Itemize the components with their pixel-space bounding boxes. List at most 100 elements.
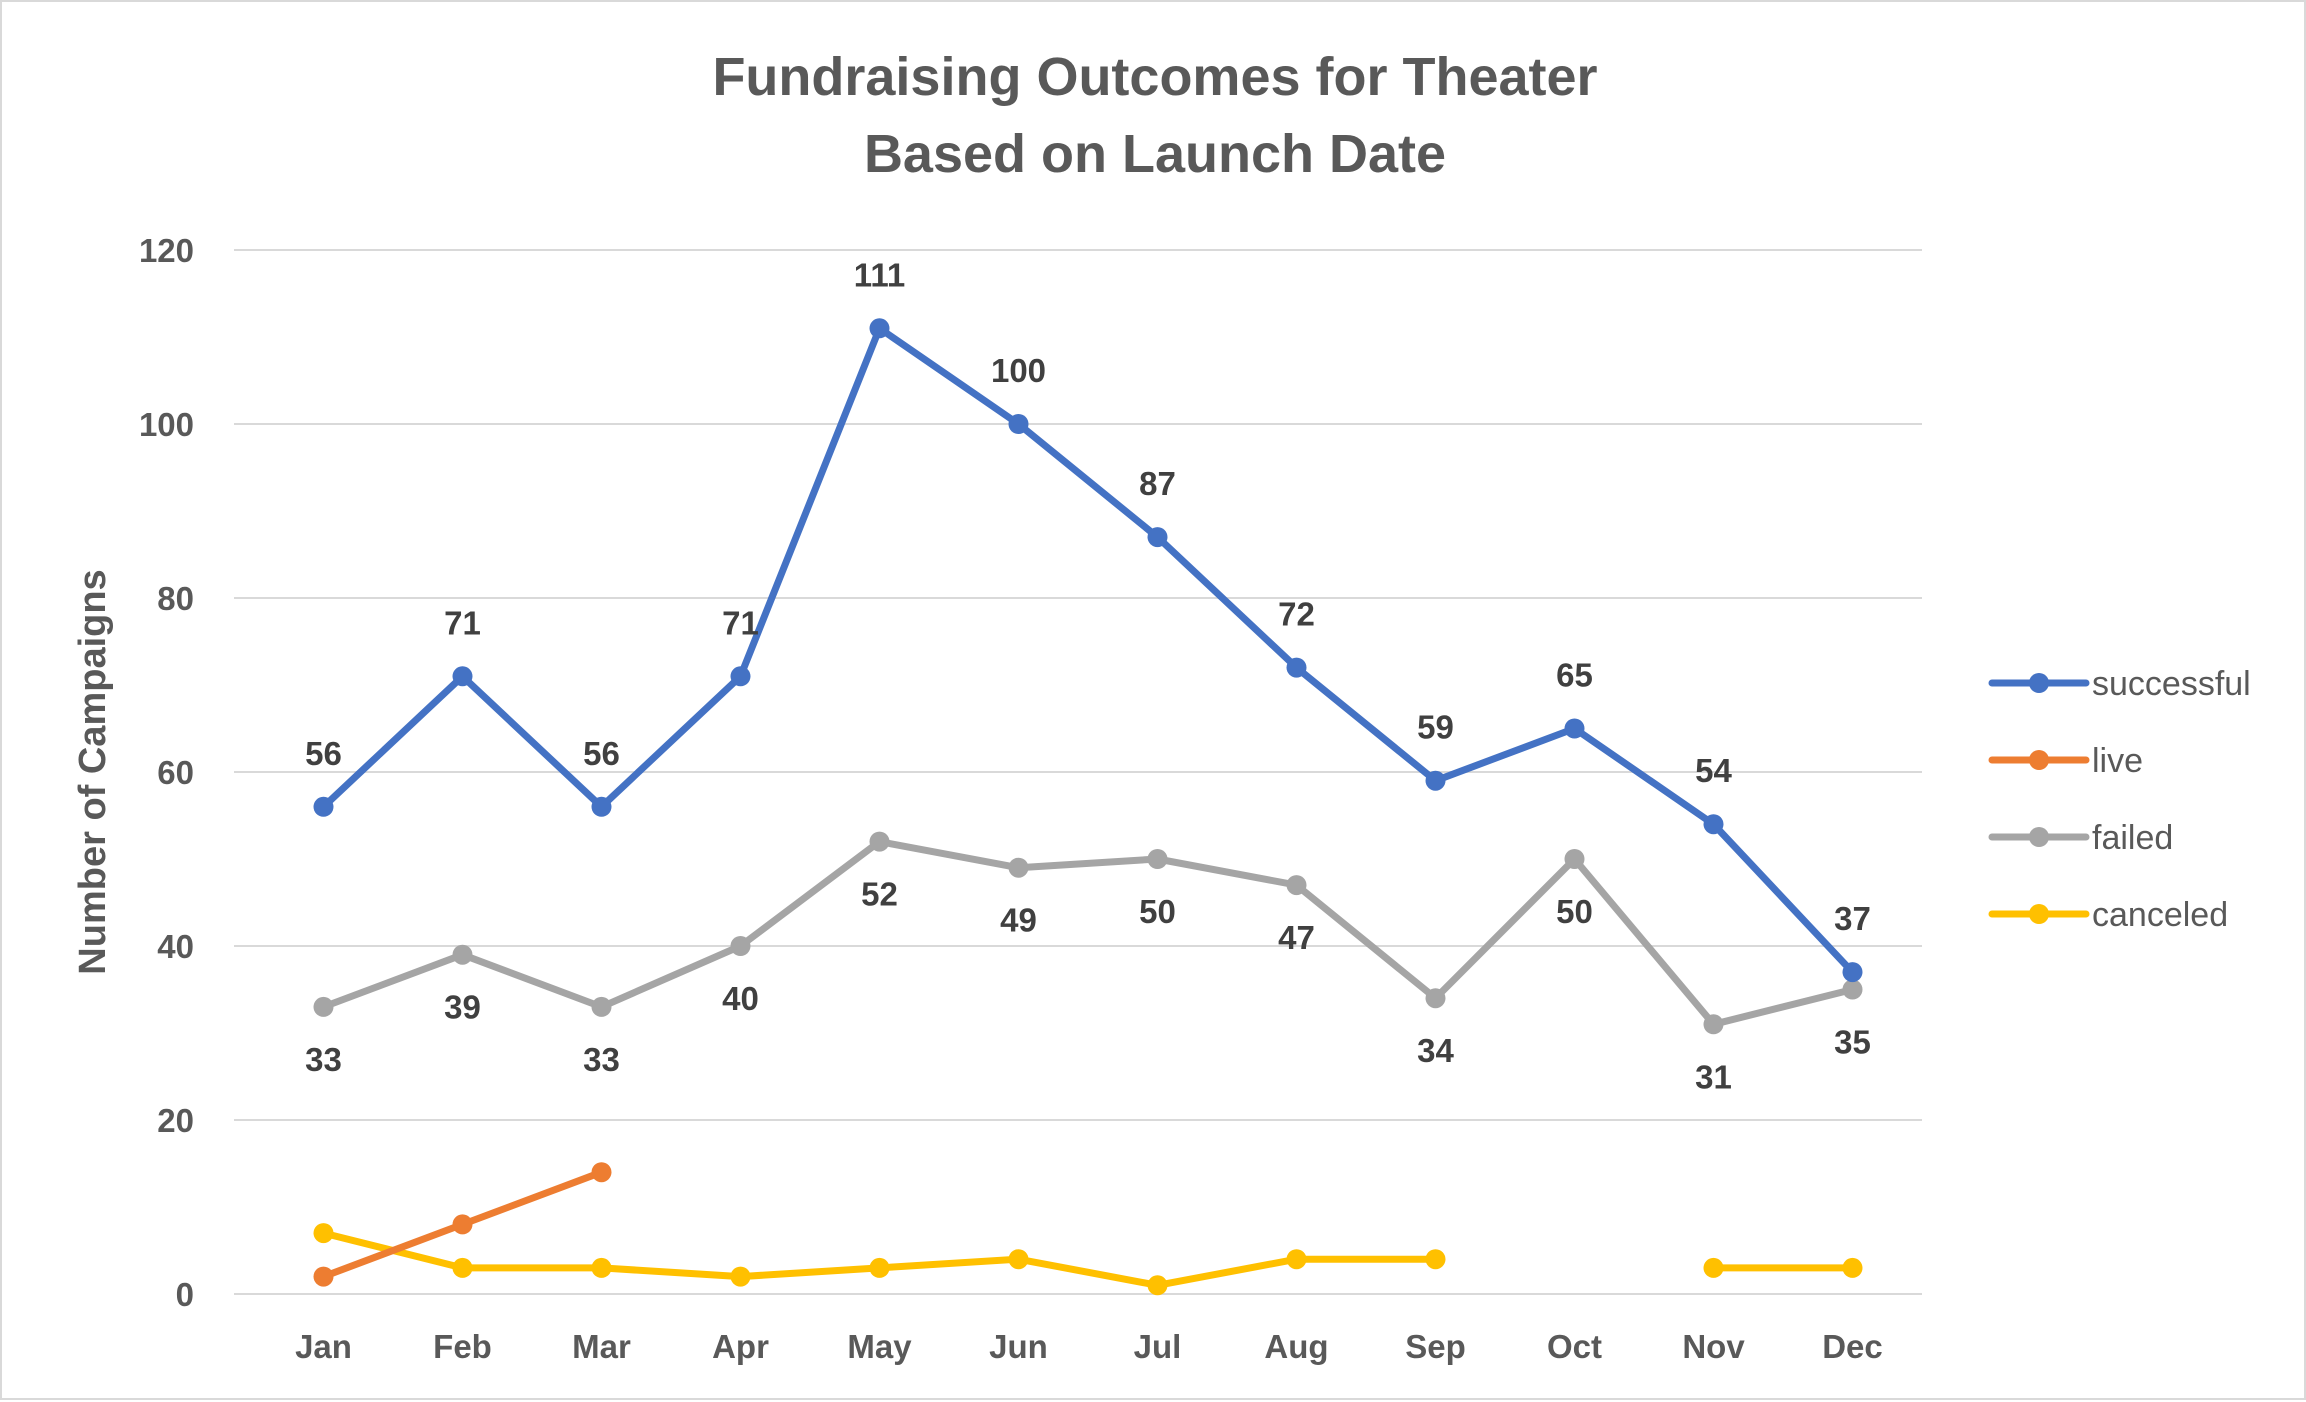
- point-failed-jun: [1008, 857, 1029, 878]
- point-canceled-mar: [591, 1257, 612, 1278]
- data-labels: 56 71 56 71 111 100 87 72 59 65 54 37 33 39 33 40 52 49 50…: [305, 256, 1871, 1095]
- y-tick-label: 20: [157, 1102, 194, 1139]
- point-failed-may: [869, 831, 890, 852]
- x-tick-label-feb: Feb: [433, 1328, 492, 1365]
- y-axis-title: Number of Campaigns: [72, 569, 114, 974]
- data-label-successful: 100: [991, 352, 1046, 389]
- point-failed-nov: [1703, 1014, 1724, 1035]
- x-tick-label-apr: Apr: [712, 1328, 769, 1365]
- data-label-failed: 34: [1417, 1032, 1454, 1069]
- series-successful: [313, 318, 1863, 983]
- point-failed-oct: [1564, 849, 1585, 869]
- data-label-successful: 87: [1139, 465, 1176, 502]
- series-line-successful: [320, 324, 1856, 976]
- data-label-failed: 47: [1278, 919, 1315, 956]
- legend-item-canceled: canceled: [1988, 896, 2228, 934]
- series-canceled: [313, 1223, 1863, 1296]
- point-canceled-jan: [313, 1223, 334, 1244]
- data-label-failed: 49: [1000, 902, 1037, 939]
- legend-label-canceled: canceled: [2092, 896, 2228, 934]
- point-canceled-feb: [452, 1257, 473, 1278]
- legend-label-live: live: [2092, 742, 2143, 780]
- point-successful-aug: [1286, 657, 1307, 678]
- point-failed-jan: [313, 996, 334, 1017]
- point-failed-dec: [1842, 979, 1863, 1000]
- point-failed-jul: [1147, 849, 1168, 869]
- series-lines: [313, 318, 1863, 1296]
- point-failed-sep: [1425, 988, 1446, 1009]
- chart-title: Fundraising Outcomes for Theater: [712, 47, 1597, 107]
- x-tick-label-jan: Jan: [295, 1328, 352, 1365]
- data-label-successful: 72: [1278, 596, 1315, 633]
- legend-swatch-marker: [2029, 827, 2049, 847]
- x-tick-label-may: May: [847, 1328, 912, 1365]
- x-axis-ticks: Jan Feb Mar Apr May Jun Jul Aug Sep Oct Nov Dec: [295, 1328, 1883, 1365]
- point-successful-jan: [313, 796, 334, 817]
- point-failed-mar: [591, 996, 612, 1017]
- data-label-failed: 31: [1695, 1058, 1732, 1095]
- x-tick-label-jun: Jun: [989, 1328, 1048, 1365]
- point-successful-dec: [1842, 962, 1863, 983]
- point-canceled-dec: [1842, 1257, 1863, 1278]
- data-label-failed: 35: [1834, 1024, 1871, 1061]
- point-successful-nov: [1703, 814, 1724, 835]
- point-successful-sep: [1425, 770, 1446, 791]
- y-tick-label: 100: [139, 406, 194, 443]
- data-label-failed: 50: [1556, 893, 1593, 930]
- x-tick-label-nov: Nov: [1682, 1328, 1745, 1365]
- y-tick-label: 40: [157, 928, 194, 965]
- point-canceled-jun: [1008, 1249, 1029, 1270]
- point-canceled-apr: [730, 1266, 751, 1287]
- chart-subtitle: Based on Launch Date: [864, 124, 1446, 184]
- data-label-successful: 56: [583, 735, 620, 772]
- y-tick-label: 80: [157, 580, 194, 617]
- point-canceled-aug: [1286, 1249, 1307, 1270]
- point-successful-mar: [591, 796, 612, 817]
- data-label-successful: 59: [1417, 709, 1454, 746]
- series-line-failed: [320, 838, 1856, 1028]
- legend-swatch-marker: [2029, 904, 2049, 924]
- point-canceled-may: [869, 1257, 890, 1278]
- point-failed-aug: [1286, 875, 1307, 896]
- y-axis-ticks: 0 20 40 60 80 100 120: [139, 232, 194, 1313]
- legend-label-successful: successful: [2092, 665, 2251, 703]
- point-failed-feb: [452, 944, 473, 965]
- legend-item-live: live: [1988, 742, 2143, 780]
- x-tick-label-aug: Aug: [1264, 1328, 1328, 1365]
- data-label-successful: 54: [1695, 752, 1732, 789]
- point-failed-apr: [730, 936, 751, 956]
- data-label-successful: 71: [444, 604, 481, 641]
- y-tick-label: 60: [157, 754, 194, 791]
- legend-label-failed: failed: [2092, 819, 2173, 857]
- y-tick-label: 120: [139, 232, 194, 269]
- data-label-successful: 56: [305, 735, 342, 772]
- legend-swatch-marker: [2029, 750, 2049, 770]
- series-live: [313, 1162, 612, 1287]
- data-label-failed: 33: [583, 1041, 620, 1078]
- point-canceled-nov: [1703, 1257, 1724, 1278]
- data-label-successful: 37: [1834, 900, 1871, 937]
- y-tick-label: 0: [176, 1276, 194, 1313]
- point-canceled-jul: [1147, 1275, 1168, 1296]
- point-successful-jun: [1008, 414, 1029, 434]
- point-successful-oct: [1564, 718, 1585, 739]
- data-label-failed: 39: [444, 989, 481, 1026]
- point-live-mar: [591, 1162, 612, 1183]
- x-tick-label-oct: Oct: [1547, 1328, 1602, 1365]
- x-tick-label-mar: Mar: [572, 1328, 631, 1365]
- x-tick-label-jul: Jul: [1134, 1328, 1182, 1365]
- point-live-feb: [452, 1214, 473, 1235]
- data-label-failed: 33: [305, 1041, 342, 1078]
- point-canceled-sep: [1425, 1249, 1446, 1270]
- data-label-failed: 50: [1139, 893, 1176, 930]
- legend-item-successful: successful: [1988, 665, 2251, 703]
- data-label-successful: 111: [854, 256, 905, 293]
- point-live-jan: [313, 1266, 334, 1287]
- legend-swatch-marker: [2029, 673, 2049, 693]
- x-tick-label-sep: Sep: [1405, 1328, 1466, 1365]
- data-label-failed: 40: [722, 980, 759, 1017]
- point-successful-feb: [452, 666, 473, 687]
- point-successful-apr: [730, 666, 751, 687]
